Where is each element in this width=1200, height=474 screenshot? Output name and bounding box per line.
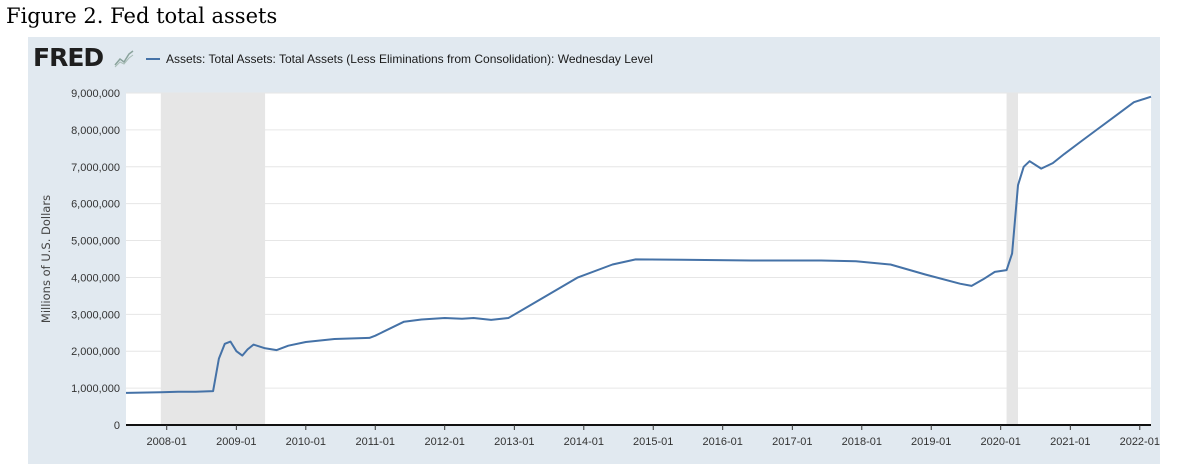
y-axis-label: Millions of U.S. Dollars bbox=[39, 195, 53, 323]
y-tick-label: 9,000,000 bbox=[71, 88, 120, 100]
chart-legend[interactable]: Assets: Total Assets: Total Assets (Less… bbox=[146, 49, 653, 69]
chart-area: 0 1,000,000 2,000,000 3,000,000 4,000,000 5,0… bbox=[39, 88, 1160, 448]
x-tick-label: 2008-01 bbox=[147, 436, 187, 448]
x-tick-label: 2017-01 bbox=[772, 436, 812, 448]
y-tick-label: 6,000,000 bbox=[71, 199, 120, 211]
recession-shade bbox=[1006, 93, 1018, 425]
x-tick-label: 2014-01 bbox=[564, 436, 604, 448]
y-tick-label: 5,000,000 bbox=[71, 236, 120, 248]
y-tick-label: 1,000,000 bbox=[71, 383, 120, 395]
y-tick-label: 3,000,000 bbox=[71, 309, 120, 321]
y-tick-label: 4,000,000 bbox=[71, 272, 120, 284]
x-tick-label: 2011-01 bbox=[355, 436, 395, 448]
x-tick-label: 2021-01 bbox=[1050, 436, 1090, 448]
y-tick-label: 0 bbox=[114, 420, 120, 432]
x-tick-label: 2018-01 bbox=[842, 436, 882, 448]
y-tick-label: 8,000,000 bbox=[71, 125, 120, 137]
x-tick-label: 2022-01 bbox=[1120, 436, 1160, 448]
chart-panel: FRED Assets: Total Assets: Total Assets … bbox=[28, 37, 1160, 464]
x-tick-label: 2009-01 bbox=[216, 436, 256, 448]
x-tick-label: 2015-01 bbox=[633, 436, 673, 448]
figure-caption: Figure 2. Fed total assets bbox=[6, 4, 278, 28]
y-tick-label: 2,000,000 bbox=[71, 346, 120, 358]
x-tick-label: 2010-01 bbox=[286, 436, 326, 448]
fred-chart-icon bbox=[114, 50, 134, 68]
fred-logo[interactable]: FRED bbox=[33, 43, 104, 72]
series-line bbox=[125, 95, 1152, 394]
x-tick-label: 2012-01 bbox=[425, 436, 465, 448]
legend-swatch bbox=[146, 58, 160, 60]
x-tick-label: 2016-01 bbox=[703, 436, 743, 448]
recession-shade bbox=[160, 93, 266, 425]
x-tick-label: 2019-01 bbox=[911, 436, 951, 448]
y-tick-label: 7,000,000 bbox=[71, 162, 120, 174]
x-tick-label: 2020-01 bbox=[980, 436, 1020, 448]
x-tick-label: 2013-01 bbox=[494, 436, 534, 448]
legend-label: Assets: Total Assets: Total Assets (Less… bbox=[166, 52, 653, 66]
